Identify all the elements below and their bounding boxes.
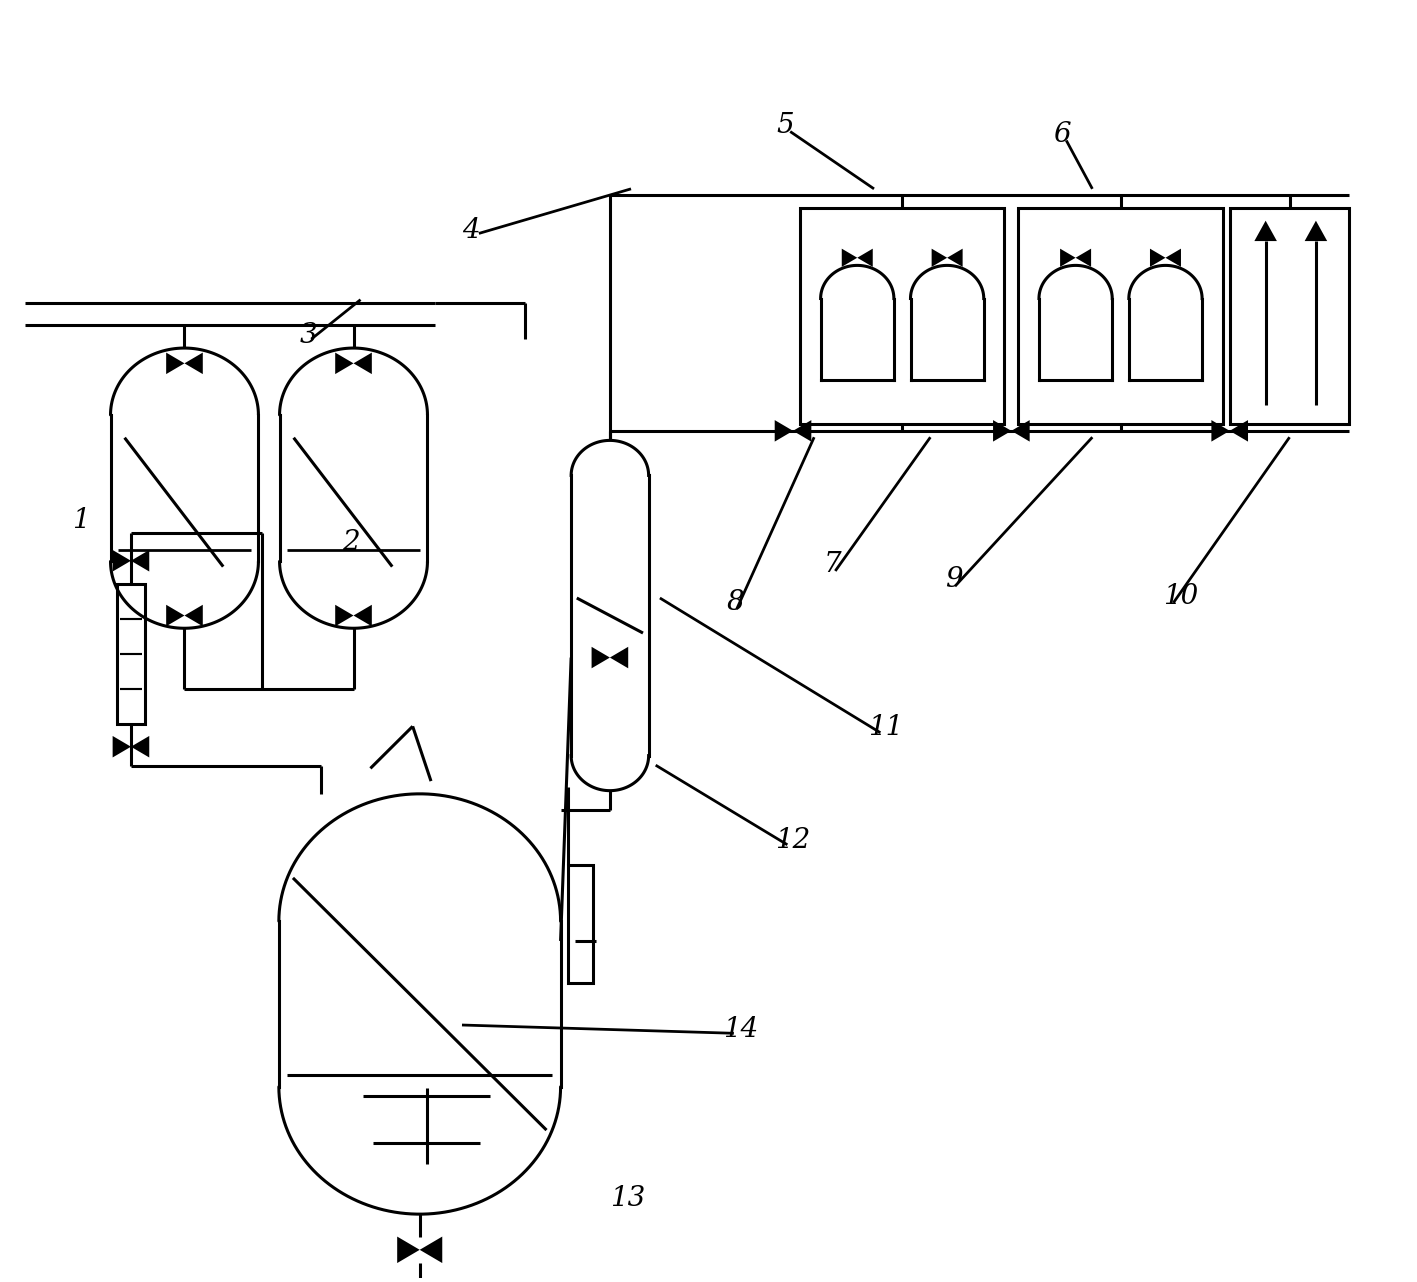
Polygon shape	[794, 420, 812, 441]
Polygon shape	[336, 353, 353, 374]
Bar	[801, 208, 1005, 424]
Text: 9: 9	[945, 567, 962, 594]
Polygon shape	[1254, 221, 1277, 241]
Polygon shape	[419, 1237, 442, 1263]
Bar	[1230, 208, 1349, 424]
Polygon shape	[993, 420, 1012, 441]
Polygon shape	[1151, 249, 1165, 267]
Polygon shape	[842, 249, 857, 267]
Polygon shape	[775, 420, 794, 441]
Polygon shape	[1012, 420, 1030, 441]
Polygon shape	[166, 353, 184, 374]
Text: 14: 14	[723, 1015, 758, 1044]
Text: 4: 4	[462, 218, 479, 245]
Bar	[1019, 208, 1223, 424]
Polygon shape	[184, 605, 203, 627]
Polygon shape	[1230, 420, 1248, 441]
Polygon shape	[112, 736, 130, 758]
Polygon shape	[947, 249, 962, 267]
Text: 5: 5	[777, 112, 794, 138]
Text: 10: 10	[1163, 583, 1199, 610]
Text: 12: 12	[775, 827, 811, 855]
Polygon shape	[166, 605, 184, 627]
Polygon shape	[1165, 249, 1180, 267]
Polygon shape	[1076, 249, 1091, 267]
Text: 6: 6	[1054, 121, 1071, 147]
Text: 2: 2	[343, 529, 360, 556]
Polygon shape	[931, 249, 947, 267]
Polygon shape	[130, 736, 149, 758]
Text: 13: 13	[609, 1186, 645, 1213]
Polygon shape	[130, 550, 149, 572]
Polygon shape	[112, 550, 130, 572]
Text: 8: 8	[727, 590, 744, 617]
Bar	[568, 865, 592, 983]
Polygon shape	[353, 605, 371, 627]
Polygon shape	[336, 605, 353, 627]
Polygon shape	[857, 249, 873, 267]
Polygon shape	[591, 647, 609, 668]
Text: 1: 1	[72, 506, 89, 533]
Text: 11: 11	[867, 714, 903, 741]
Polygon shape	[1305, 221, 1328, 241]
Text: 3: 3	[300, 322, 317, 349]
Bar	[116, 583, 145, 724]
Polygon shape	[609, 647, 628, 668]
Polygon shape	[1060, 249, 1076, 267]
Polygon shape	[184, 353, 203, 374]
Polygon shape	[397, 1237, 419, 1263]
Polygon shape	[353, 353, 371, 374]
Text: 7: 7	[825, 551, 842, 578]
Polygon shape	[1212, 420, 1230, 441]
